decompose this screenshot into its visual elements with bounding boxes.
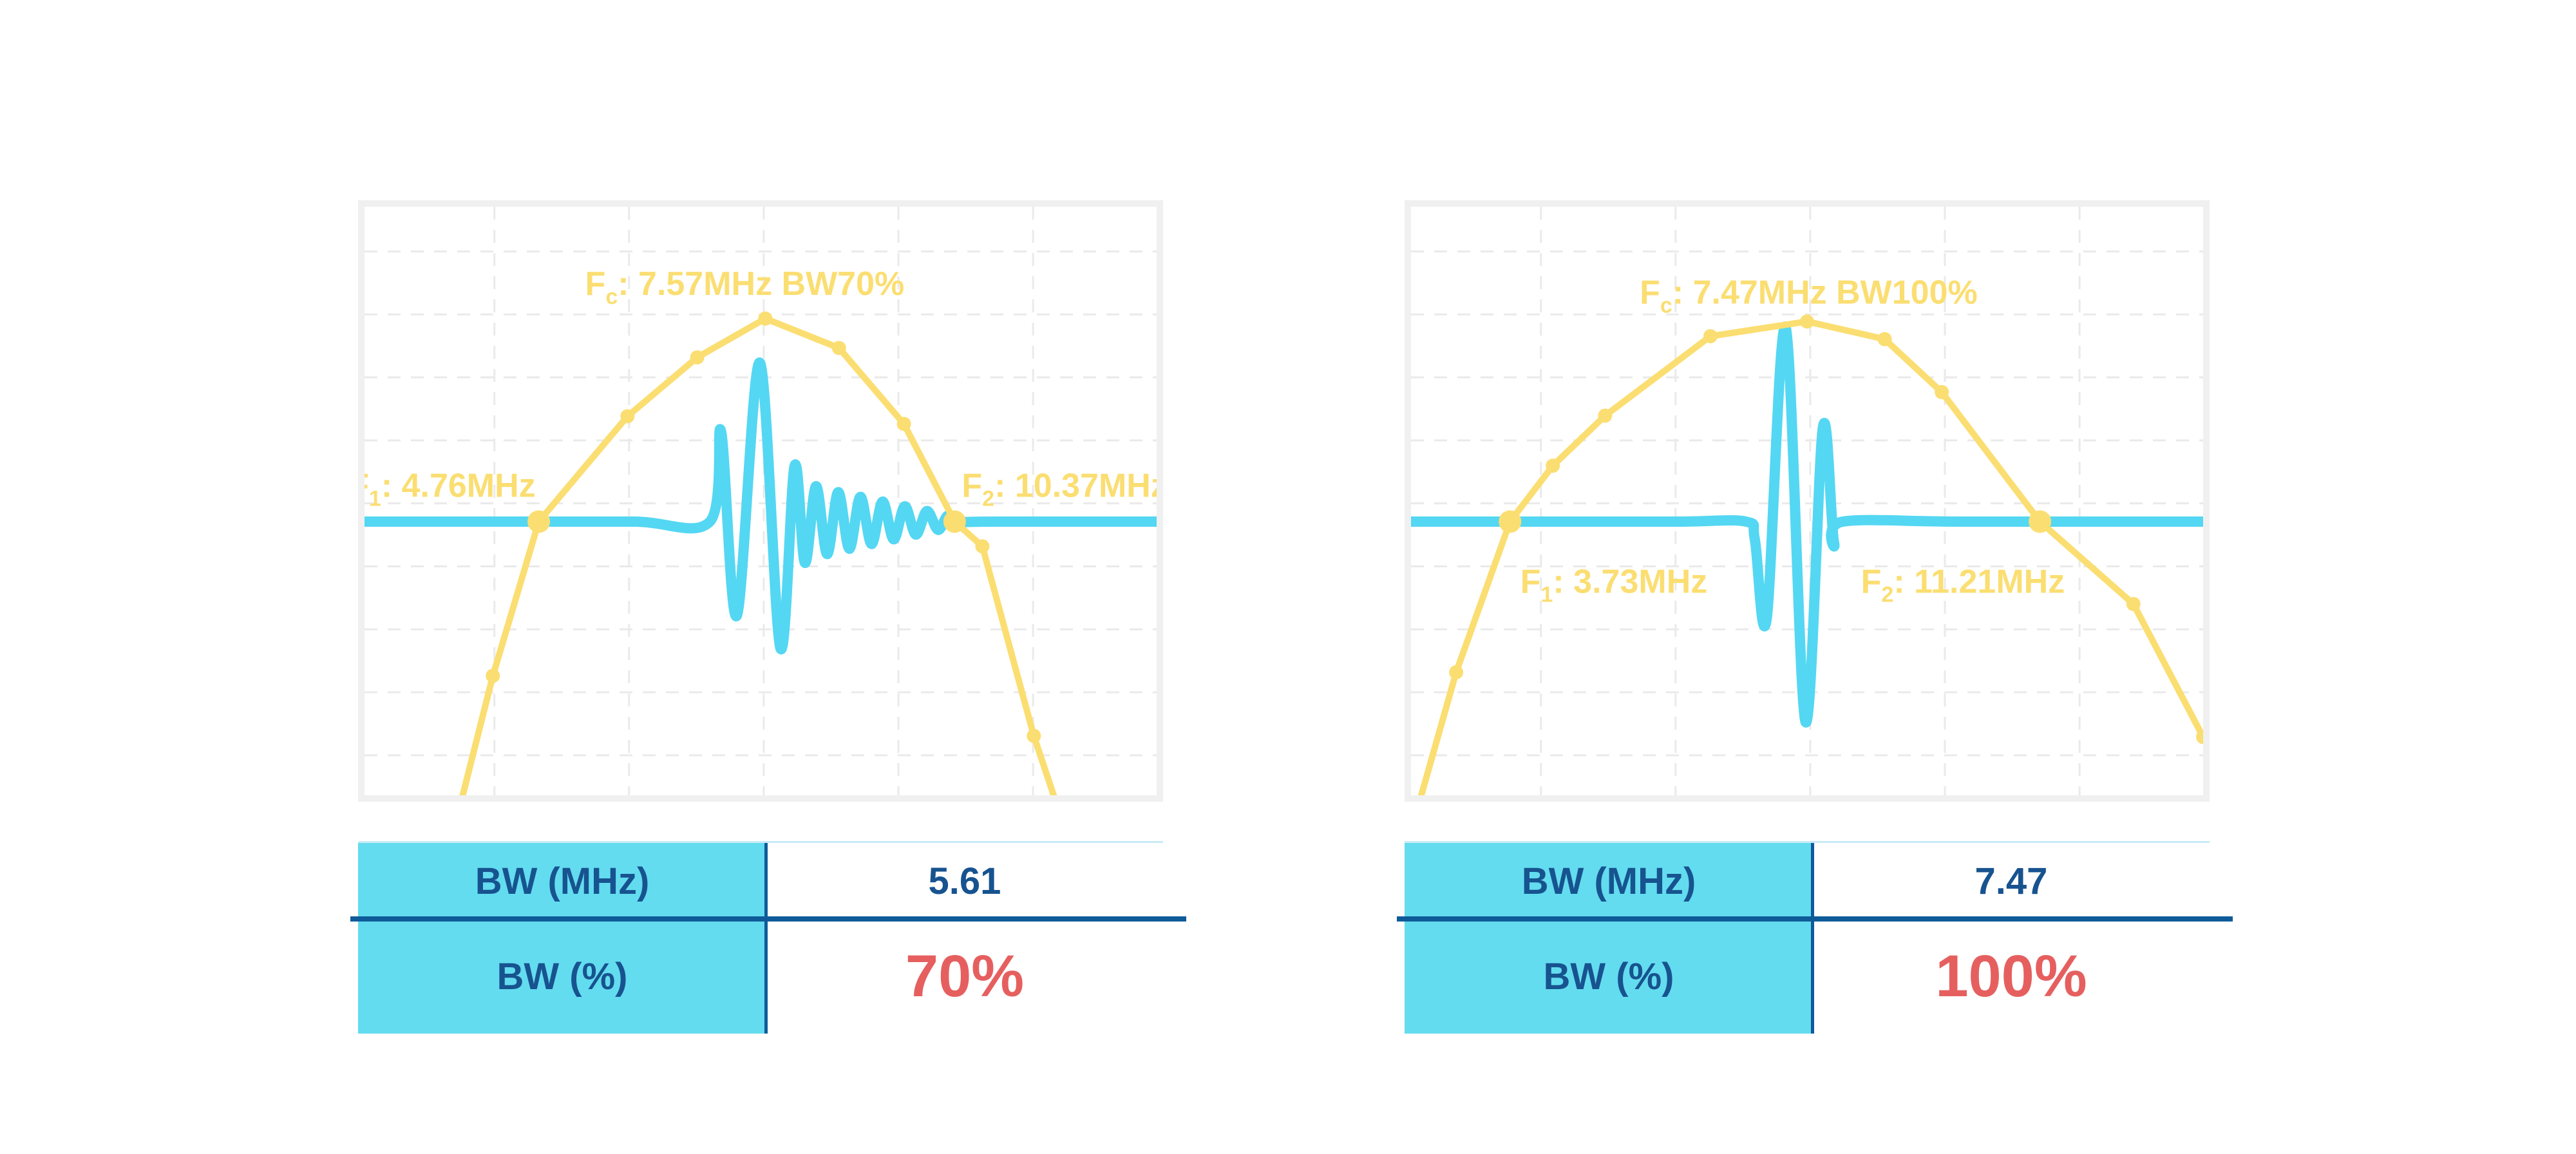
bandwidth-table-left: BW (MHz) 5.61 BW (%) 70%: [350, 841, 1186, 1034]
f2-annotation: F2: 10.37MHz: [961, 467, 1157, 511]
bandwidth-100-panel: Fc: 7.47MHz BW100% F1: 3.73MHz F2: 11.21MH…: [1397, 0, 2233, 1154]
data-marker-dot: [620, 409, 635, 424]
spectrum-line: [459, 315, 1057, 795]
f1-annotation: F1: 3.73MHz: [1520, 563, 1708, 607]
data-marker-dot: [1546, 459, 1560, 473]
data-marker-dot: [2126, 596, 2141, 611]
f1-annotation: F1: 4.76MHz: [365, 467, 536, 511]
data-marker-dot: [1027, 728, 1041, 743]
spectrum-line: [1418, 318, 2203, 795]
data-marker-dot: [758, 311, 773, 326]
crossing-marker-dot: [527, 510, 551, 533]
data-marker-dot: [2196, 730, 2203, 744]
spectrum-chart-right: Fc: 7.47MHz BW100% F1: 3.73MHz F2: 11.21MH…: [1405, 200, 2210, 802]
data-marker-dot: [831, 341, 846, 355]
bw-mhz-value-cell: 5.61: [766, 843, 1163, 919]
bw-mhz-label-cell: BW (MHz): [358, 843, 766, 919]
data-marker-dot: [1935, 384, 1949, 399]
bw-pct-label-cell: BW (%): [1405, 919, 1813, 1034]
crossing-marker-dot: [2029, 510, 2052, 533]
data-marker-dot: [1877, 332, 1892, 346]
table-column-divider: [1811, 843, 1814, 1034]
data-marker-dot: [1449, 665, 1464, 679]
pulse-waveform: [365, 357, 1157, 655]
bw-mhz-label-cell: BW (MHz): [1405, 843, 1813, 919]
data-marker-dot: [486, 668, 500, 683]
spectrum-plot-left: Fc: 7.57MHz BW70% F1: 4.76MHz F2: 10.37MHz: [365, 207, 1157, 795]
f2-annotation: F2: 11.21MHz: [1861, 563, 2065, 607]
data-marker-dot: [690, 350, 705, 364]
data-marker-dot: [1703, 329, 1718, 344]
bw-pct-value-cell: 70%: [766, 919, 1163, 1034]
spectrum-plot-right: Fc: 7.47MHz BW100% F1: 3.73MHz F2: 11.21MH…: [1411, 207, 2203, 795]
data-marker-dot: [896, 417, 911, 431]
fc-annotation: Fc: 7.57MHz BW70%: [585, 265, 905, 309]
table-row-divider: [1397, 916, 2233, 922]
bandwidth-70-panel: Fc: 7.57MHz BW70% F1: 4.76MHz F2: 10.37MHz…: [350, 0, 1186, 1154]
data-marker-dot: [975, 539, 990, 554]
pulse-waveform: [1411, 321, 2203, 728]
data-marker-dot: [1800, 314, 1814, 329]
table-row-divider: [350, 916, 1186, 922]
data-marker-dot: [1598, 408, 1613, 423]
bandwidth-table-right: BW (MHz) 7.47 BW (%) 100%: [1397, 841, 2233, 1034]
crossing-marker-dot: [1499, 510, 1522, 533]
spectrum-chart-left: Fc: 7.57MHz BW70% F1: 4.76MHz F2: 10.37MHz: [358, 200, 1163, 802]
table-column-divider: [764, 843, 768, 1034]
bw-pct-label-cell: BW (%): [358, 919, 766, 1034]
bw-pct-value-cell: 100%: [1813, 919, 2210, 1034]
bw-mhz-value-cell: 7.47: [1813, 843, 2210, 919]
fc-annotation: Fc: 7.47MHz BW100%: [1640, 274, 1978, 318]
crossing-marker-dot: [943, 510, 966, 533]
